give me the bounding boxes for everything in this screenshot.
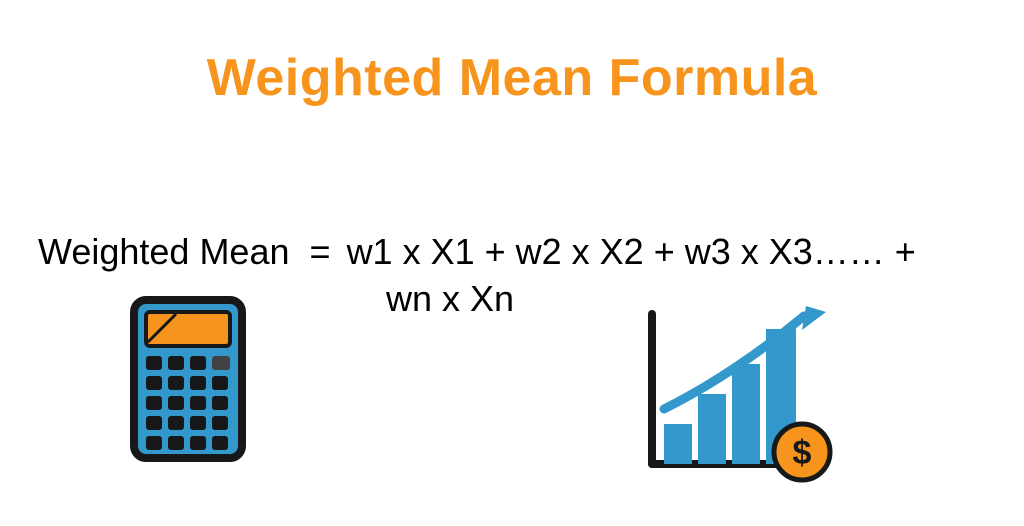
bar-2 xyxy=(698,394,726,464)
page: Weighted Mean Formula Weighted Mean = w1… xyxy=(0,0,1024,526)
calc-btn xyxy=(146,416,162,430)
calculator-icon xyxy=(128,294,248,464)
calc-btn xyxy=(146,396,162,410)
calc-btn xyxy=(146,436,162,450)
calc-btn xyxy=(212,376,228,390)
calc-btn xyxy=(168,396,184,410)
formula-rhs-line1: w1 x X1 + w2 x X2 + w3 x X3…… + xyxy=(347,231,916,272)
calc-btn xyxy=(168,376,184,390)
equals-sign: = xyxy=(300,231,337,272)
calc-btn xyxy=(146,376,162,390)
growth-arrow-head xyxy=(802,306,826,330)
calc-screen xyxy=(146,312,230,346)
calc-btn-accent xyxy=(212,356,230,370)
calc-btn xyxy=(212,396,228,410)
calc-btn xyxy=(190,376,206,390)
calc-btn xyxy=(168,436,184,450)
calc-btn xyxy=(190,416,206,430)
calc-btn xyxy=(190,356,206,370)
bar-3 xyxy=(732,364,760,464)
calc-btn xyxy=(146,356,162,370)
calc-btn xyxy=(212,436,228,450)
bar-1 xyxy=(664,424,692,464)
calc-btn xyxy=(190,396,206,410)
calc-btn xyxy=(168,416,184,430)
growth-chart-icon: $ xyxy=(644,304,844,484)
calc-btn xyxy=(190,436,206,450)
page-title: Weighted Mean Formula xyxy=(0,48,1024,108)
dollar-sign: $ xyxy=(793,434,812,472)
formula-lhs: Weighted Mean xyxy=(38,231,290,272)
calc-btn xyxy=(212,416,228,430)
calc-btn xyxy=(168,356,184,370)
